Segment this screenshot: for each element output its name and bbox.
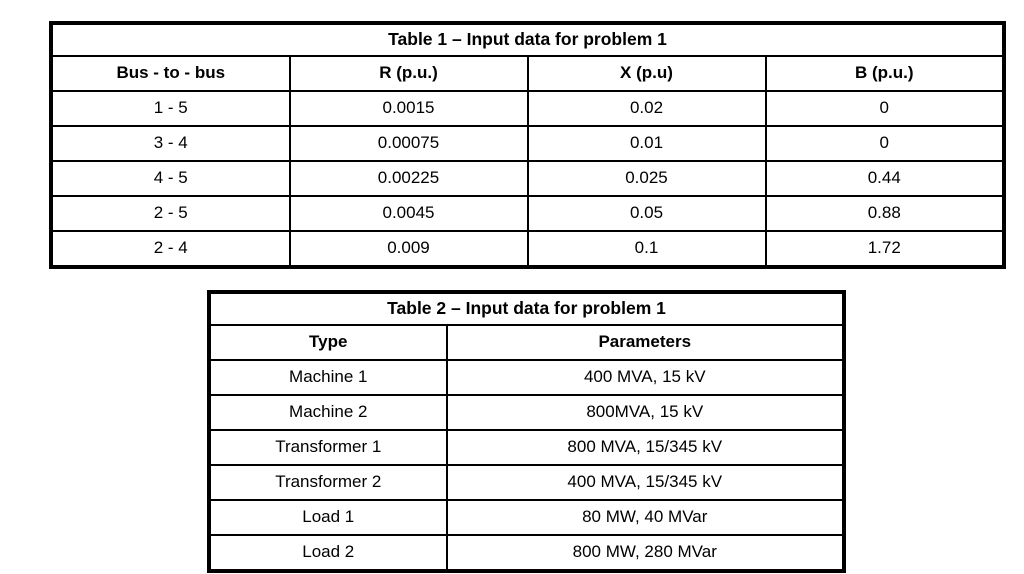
table-row: Transformer 2 400 MVA, 15/345 kV bbox=[208, 464, 845, 501]
table-2-header-row: Type Parameters bbox=[208, 324, 845, 361]
cell-type: Transformer 1 bbox=[208, 429, 448, 466]
table-row: 2 - 5 0.0045 0.05 0.88 bbox=[50, 195, 1005, 232]
cell-bus: 2 - 5 bbox=[50, 195, 291, 232]
cell-x: 0.05 bbox=[526, 195, 767, 232]
cell-type: Load 2 bbox=[208, 534, 448, 572]
table-row: 4 - 5 0.00225 0.025 0.44 bbox=[50, 160, 1005, 197]
cell-b: 0.44 bbox=[764, 160, 1005, 197]
table-2-col-parameters: Parameters bbox=[445, 324, 845, 361]
cell-r: 0.00075 bbox=[288, 125, 529, 162]
cell-type: Transformer 2 bbox=[208, 464, 448, 501]
table-1-col-b: B (p.u.) bbox=[764, 55, 1005, 92]
cell-r: 0.0015 bbox=[288, 90, 529, 127]
cell-b: 0 bbox=[764, 125, 1005, 162]
cell-r: 0.009 bbox=[288, 230, 529, 268]
cell-r: 0.0045 bbox=[288, 195, 529, 232]
cell-parameters: 800 MVA, 15/345 kV bbox=[445, 429, 845, 466]
table-2-col-type: Type bbox=[208, 324, 448, 361]
cell-type: Machine 1 bbox=[208, 359, 448, 396]
table-1-title-row: Table 1 – Input data for problem 1 bbox=[50, 22, 1005, 57]
cell-x: 0.025 bbox=[526, 160, 767, 197]
cell-bus: 3 - 4 bbox=[50, 125, 291, 162]
cell-parameters: 800 MW, 280 MVar bbox=[445, 534, 845, 572]
table-row: 1 - 5 0.0015 0.02 0 bbox=[50, 90, 1005, 127]
table-2-title-row: Table 2 – Input data for problem 1 bbox=[208, 291, 845, 326]
cell-r: 0.00225 bbox=[288, 160, 529, 197]
cell-x: 0.01 bbox=[526, 125, 767, 162]
table-1-col-bus-to-bus: Bus - to - bus bbox=[50, 55, 291, 92]
cell-bus: 1 - 5 bbox=[50, 90, 291, 127]
table-row: 3 - 4 0.00075 0.01 0 bbox=[50, 125, 1005, 162]
cell-type: Machine 2 bbox=[208, 394, 448, 431]
table-1-col-x: X (p.u) bbox=[526, 55, 767, 92]
cell-parameters: 800MVA, 15 kV bbox=[445, 394, 845, 431]
cell-b: 0.88 bbox=[764, 195, 1005, 232]
table-row: Machine 1 400 MVA, 15 kV bbox=[208, 359, 845, 396]
table-row: Load 2 800 MW, 280 MVar bbox=[208, 534, 845, 572]
cell-b: 1.72 bbox=[764, 230, 1005, 268]
cell-parameters: 400 MVA, 15 kV bbox=[445, 359, 845, 396]
table-row: 2 - 4 0.009 0.1 1.72 bbox=[50, 230, 1005, 268]
table-1-header-row: Bus - to - bus R (p.u.) X (p.u) B (p.u.) bbox=[50, 55, 1005, 92]
cell-x: 0.1 bbox=[526, 230, 767, 268]
table-row: Load 1 80 MW, 40 MVar bbox=[208, 499, 845, 536]
table-2-title: Table 2 – Input data for problem 1 bbox=[208, 291, 845, 326]
table-1-input-data: Table 1 – Input data for problem 1 Bus -… bbox=[50, 22, 1005, 268]
table-row: Machine 2 800MVA, 15 kV bbox=[208, 394, 845, 431]
cell-parameters: 400 MVA, 15/345 kV bbox=[445, 464, 845, 501]
table-1-col-r: R (p.u.) bbox=[288, 55, 529, 92]
cell-x: 0.02 bbox=[526, 90, 767, 127]
cell-b: 0 bbox=[764, 90, 1005, 127]
cell-type: Load 1 bbox=[208, 499, 448, 536]
cell-bus: 4 - 5 bbox=[50, 160, 291, 197]
table-row: Transformer 1 800 MVA, 15/345 kV bbox=[208, 429, 845, 466]
table-1-title: Table 1 – Input data for problem 1 bbox=[50, 22, 1005, 57]
table-2-input-data: Table 2 – Input data for problem 1 Type … bbox=[208, 291, 845, 572]
cell-bus: 2 - 4 bbox=[50, 230, 291, 268]
cell-parameters: 80 MW, 40 MVar bbox=[445, 499, 845, 536]
